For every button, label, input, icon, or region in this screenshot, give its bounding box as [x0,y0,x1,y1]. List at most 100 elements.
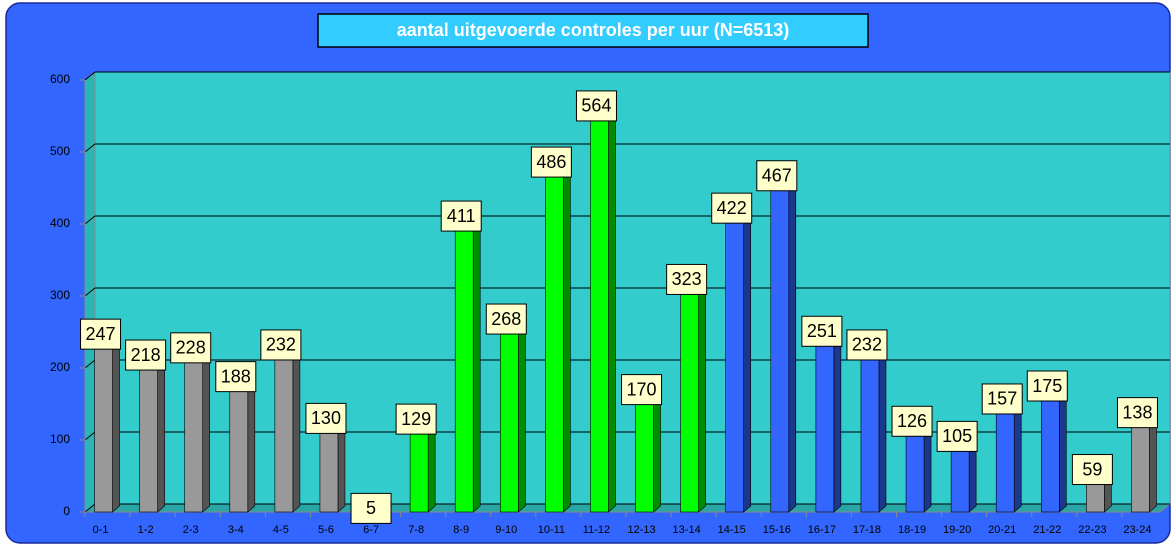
x-tick-label: 2-3 [183,524,199,536]
x-tick-label: 10-11 [538,524,565,536]
x-tick-label: 23-24 [1123,524,1151,536]
bar [94,333,113,513]
value-label-box [575,90,617,122]
bar [815,330,835,513]
x-tick-label: 8-9 [453,524,469,536]
bar-side [698,272,706,513]
bar-side [788,169,797,513]
value-label: 228 [176,338,206,358]
y-tick-label: 0 [63,504,70,518]
value-label: 564 [581,96,611,116]
y-tick-label: 100 [50,432,70,446]
bar [1040,385,1060,513]
x-tick-label: 18-19 [898,524,926,536]
x-tick-label: 16-17 [808,524,836,536]
x-tick-label: 0-1 [93,524,109,536]
value-label-box [981,383,1023,415]
value-label: 59 [1082,459,1102,479]
bar [770,175,790,513]
y-tick-label: 600 [50,72,70,86]
bar [184,347,204,513]
value-label-box [756,160,798,192]
x-tick-label: 5-6 [318,524,334,536]
bar-side [112,327,120,513]
bar-side [563,155,571,513]
value-label: 126 [897,411,927,431]
bar-side [517,312,526,513]
value-label-box [305,402,347,434]
value-label-box [485,303,527,335]
bar [680,279,699,513]
value-label-box [125,339,167,371]
x-tick-label: 3-4 [228,524,244,536]
bar-side [878,338,887,513]
x-tick-label: 15-16 [763,524,791,536]
value-label: 467 [762,166,792,186]
x-tick-label: 9-10 [495,524,517,536]
value-label-box [846,329,888,361]
bar-side [833,324,842,513]
bar-side [472,209,481,513]
value-label: 138 [1122,402,1152,422]
y-tick-label: 400 [50,216,70,230]
grid-line [84,143,1170,153]
value-label-box [395,403,437,435]
grid-line [84,71,1170,81]
value-label: 5 [366,498,376,518]
title-box [317,13,869,48]
x-tick-label: 11-12 [583,524,610,536]
value-label: 268 [491,309,521,329]
value-label: 170 [627,379,657,399]
grid-line [84,215,1170,225]
value-label-box [1071,454,1113,486]
x-tick-label: 4-5 [273,524,289,536]
value-label-box [215,361,257,393]
x-tick-label: 20-21 [988,524,1016,536]
value-label: 188 [221,366,251,386]
bar [725,207,745,513]
bar [995,398,1015,513]
value-label: 422 [717,198,747,218]
x-tick-label: 6-7 [363,524,379,536]
value-label: 411 [447,206,476,226]
bar [139,354,158,513]
x-tick-label: 7-8 [408,524,424,536]
bar [590,105,609,513]
x-tick-label: 21-22 [1033,524,1061,536]
x-tick-label: 19-20 [943,524,971,536]
x-tick-label: 22-23 [1078,524,1106,536]
chart-title: aantal uitgevoerde controles per uur (N=… [397,20,790,40]
x-tick-label: 17-18 [853,524,881,536]
value-label-box [801,315,843,347]
y-tick-label: 200 [50,360,70,374]
value-label-box [260,329,302,361]
bar [274,344,294,513]
bar [860,344,880,513]
bar-side [202,341,211,513]
x-tick-label: 13-14 [673,524,701,536]
value-label-box [1116,397,1158,429]
value-label-box [1026,370,1068,402]
value-label: 129 [401,409,431,429]
value-label-box [530,146,572,178]
value-label: 232 [852,335,882,355]
bar [229,376,249,513]
value-label: 157 [987,389,1017,409]
value-label: 232 [266,335,296,355]
value-label: 486 [536,152,566,172]
bar-side [157,348,165,513]
value-label-box [170,332,212,364]
bar [545,161,564,513]
y-tick-label: 300 [50,288,70,302]
bar [499,318,519,513]
value-label: 247 [86,324,116,344]
value-label: 130 [311,408,341,428]
value-label-box [621,374,663,406]
x-tick-label: 14-15 [718,524,746,536]
value-label-box [350,492,392,524]
value-label-box [891,405,933,437]
value-label-box [711,192,753,224]
value-label: 105 [942,426,972,446]
value-label-box [666,263,708,295]
